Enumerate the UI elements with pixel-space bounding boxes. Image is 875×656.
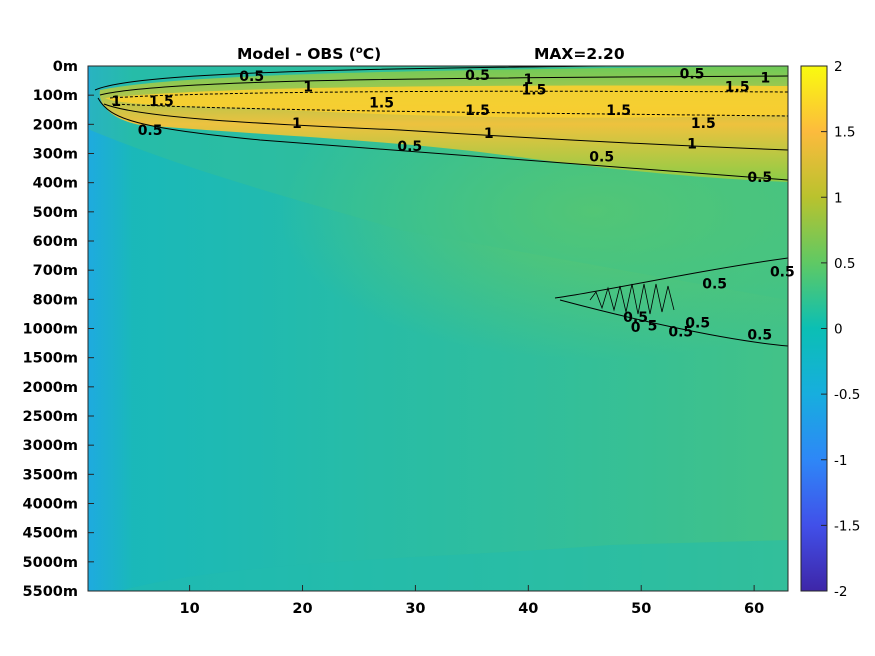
x-axis-ticks: 10 20 30 40 50 60 [180, 585, 764, 617]
contour-label: 0.5 [747, 327, 772, 343]
contour-label: 0.5 [680, 66, 705, 82]
y-tick-label: 3500m [23, 467, 78, 483]
y-tick-label: 5000m [23, 555, 78, 571]
contour-label: 1.5 [522, 82, 547, 98]
y-tick-label: 700m [33, 263, 78, 279]
x-tick-label: 60 [744, 601, 764, 617]
colorbar-tick-label: -1.5 [834, 518, 860, 534]
y-tick-label: 5500m [23, 584, 78, 600]
colorbar-tick-label: 2 [834, 59, 843, 75]
max-label: MAX=2.20 [534, 45, 625, 63]
colorbar-tick-label: 0.5 [834, 256, 855, 272]
contour-label: 1.5 [369, 95, 394, 111]
contour-label: 0.5 [465, 68, 490, 84]
contour-label: 1 [111, 94, 121, 110]
y-tick-label: 500m [33, 205, 78, 221]
contour-label: 0.5 [589, 149, 614, 165]
contour-label: 1 [687, 136, 697, 152]
x-tick-label: 40 [518, 601, 538, 617]
contour-label: 1 [292, 116, 302, 132]
contour-label: 0.5 [623, 310, 648, 326]
contour-label: 1 [523, 72, 533, 88]
contour-label: 1.5 [465, 103, 490, 119]
x-tick-label: 10 [180, 601, 200, 617]
contour-label: 1.5 [606, 103, 631, 119]
contour-label: 1.5 [725, 79, 750, 95]
colorbar-tick-label: 1 [834, 190, 843, 206]
contour-label: 1 [303, 79, 313, 95]
y-tick-label: 2500m [23, 409, 78, 425]
x-tick-label: 30 [405, 601, 425, 617]
y-tick-label: 0m [53, 59, 78, 75]
contour-label: 1.5 [149, 94, 174, 110]
heatmap-area [88, 66, 788, 591]
y-tick-label: 1500m [23, 351, 78, 367]
contour-1-surface [99, 75, 788, 151]
y-tick-label: 3000m [23, 438, 78, 454]
contour-0.5-surface [94, 66, 788, 181]
contour-label: 0.5 [770, 265, 795, 281]
colorbar-tick-label: 0 [834, 322, 843, 338]
colorbar-ticks: 2 1.5 1 0.5 0 -0.5 -1 -1.5 -2 [821, 59, 860, 600]
contour-label: 0.5 [397, 139, 422, 155]
y-tick-label: 1000m [23, 322, 78, 338]
contour-label: 0 [631, 320, 641, 336]
y-tick-label: 400m [33, 176, 78, 192]
colorbar-tick-label: -2 [834, 584, 847, 600]
contour-1.5-surface [109, 90, 788, 117]
contour-0.5-deep [554, 257, 788, 347]
contour-label: 0.5 [239, 69, 264, 85]
contour-label: 1 [761, 71, 771, 87]
y-axis-ticks: 0m 100m 200m 300m 400m 500m 600m 700m 800m 1000m 1… [23, 59, 94, 600]
colorbar-tick-label: -1 [834, 453, 847, 469]
contour-label: 5 [648, 319, 658, 335]
y-tick-label: 4500m [23, 526, 78, 542]
colorbar-tick-label: -0.5 [834, 387, 860, 403]
y-tick-label: 600m [33, 234, 78, 250]
x-tick-label: 50 [631, 601, 651, 617]
bottom-layer-shading [119, 540, 788, 591]
y-tick-label: 4000m [23, 497, 78, 513]
y-tick-label: 800m [33, 292, 78, 308]
y-tick-label: 100m [33, 88, 78, 104]
contour-label: 0.5 [138, 123, 163, 139]
contour-label: 0.5 [685, 316, 710, 332]
contour-label: 0.5 [747, 170, 772, 186]
contour-deep-wiggles [589, 283, 675, 315]
y-tick-label: 200m [33, 117, 78, 133]
colorbar-tick-label: 1.5 [834, 125, 855, 141]
y-tick-label: 300m [33, 147, 78, 163]
x-tick-label: 20 [292, 601, 312, 617]
contour-label: 0.5 [668, 324, 693, 340]
surface-hot-core [105, 85, 788, 118]
chart-title: Model - OBS (oC) [237, 45, 381, 63]
contour-label: 1 [484, 126, 494, 142]
y-tick-label: 2000m [23, 380, 78, 396]
contour-labels: 0.511 1.5 1.510.50.50.5 11.51.511.50.50.51.… [111, 66, 794, 343]
left-edge-cold-anomaly [88, 66, 133, 591]
contour-label: 1.5 [691, 116, 716, 132]
contour-label: 0.5 [702, 276, 727, 292]
